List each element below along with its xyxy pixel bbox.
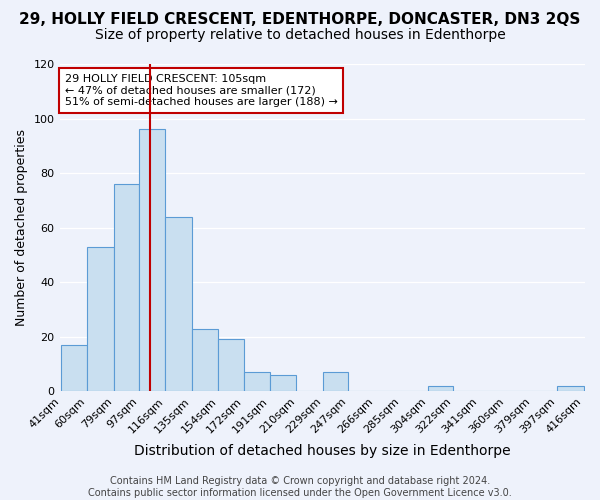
Y-axis label: Number of detached properties: Number of detached properties <box>15 129 28 326</box>
Text: 29 HOLLY FIELD CRESCENT: 105sqm
← 47% of detached houses are smaller (172)
51% o: 29 HOLLY FIELD CRESCENT: 105sqm ← 47% of… <box>65 74 338 107</box>
Bar <box>88 247 114 392</box>
Bar <box>244 372 270 392</box>
Bar <box>218 340 244 392</box>
Bar <box>114 184 139 392</box>
Text: Size of property relative to detached houses in Edenthorpe: Size of property relative to detached ho… <box>95 28 505 42</box>
Bar <box>557 386 584 392</box>
Bar <box>323 372 348 392</box>
Bar <box>270 375 296 392</box>
Bar <box>61 345 88 392</box>
Text: Contains HM Land Registry data © Crown copyright and database right 2024.
Contai: Contains HM Land Registry data © Crown c… <box>88 476 512 498</box>
Bar <box>139 130 166 392</box>
Bar <box>166 217 192 392</box>
Text: 29, HOLLY FIELD CRESCENT, EDENTHORPE, DONCASTER, DN3 2QS: 29, HOLLY FIELD CRESCENT, EDENTHORPE, DO… <box>19 12 581 28</box>
Bar <box>192 328 218 392</box>
Bar <box>428 386 452 392</box>
X-axis label: Distribution of detached houses by size in Edenthorpe: Distribution of detached houses by size … <box>134 444 511 458</box>
